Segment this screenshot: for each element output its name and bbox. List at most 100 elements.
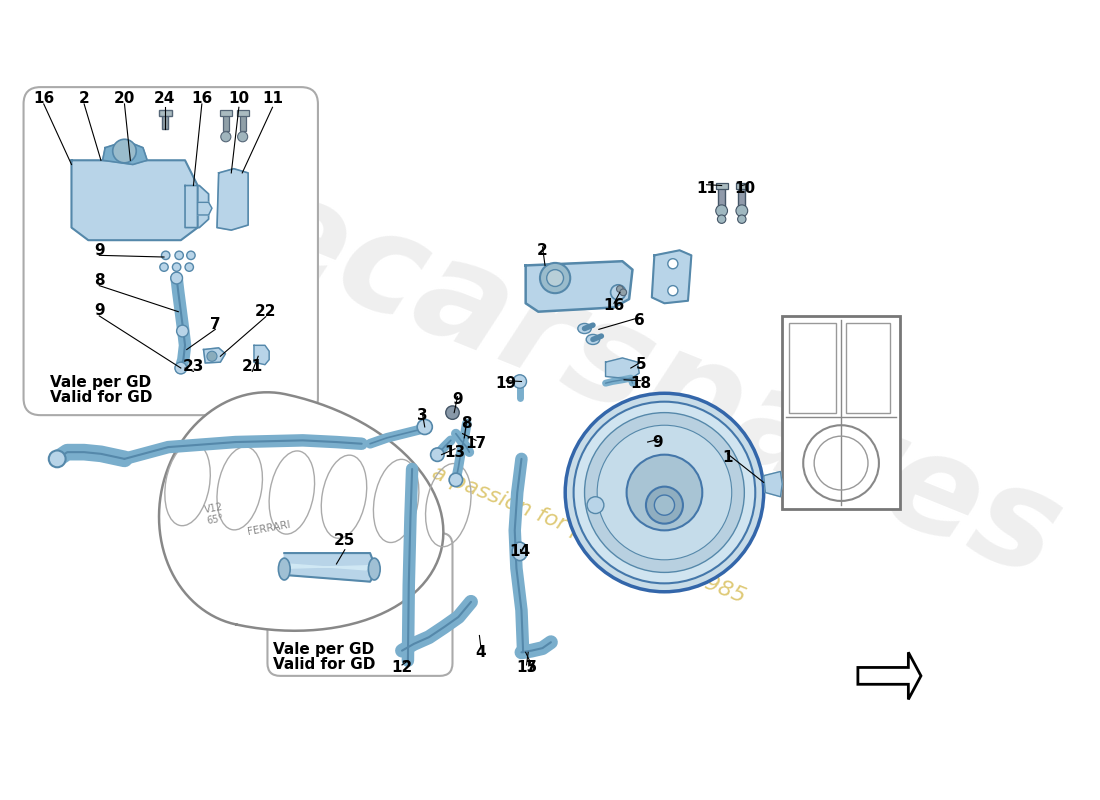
Text: 12: 12 bbox=[392, 660, 412, 675]
Bar bbox=[160, 110, 172, 116]
Circle shape bbox=[446, 406, 459, 419]
Bar bbox=[223, 112, 229, 131]
Polygon shape bbox=[254, 346, 270, 365]
Polygon shape bbox=[526, 262, 632, 312]
Text: 3: 3 bbox=[417, 408, 428, 422]
Text: 2: 2 bbox=[537, 242, 548, 258]
Ellipse shape bbox=[578, 323, 592, 334]
Bar bbox=[736, 183, 748, 189]
Bar bbox=[789, 322, 836, 414]
Circle shape bbox=[736, 205, 748, 217]
Circle shape bbox=[162, 251, 169, 259]
Polygon shape bbox=[606, 358, 639, 379]
Text: 15: 15 bbox=[516, 660, 537, 675]
Circle shape bbox=[175, 362, 187, 374]
Text: 9: 9 bbox=[652, 434, 663, 450]
Circle shape bbox=[173, 263, 180, 271]
Circle shape bbox=[584, 413, 745, 573]
Circle shape bbox=[616, 286, 624, 292]
Text: 17: 17 bbox=[465, 436, 486, 451]
Text: Vale per GD: Vale per GD bbox=[51, 374, 152, 390]
Polygon shape bbox=[72, 160, 198, 240]
Text: 11: 11 bbox=[262, 91, 283, 106]
Circle shape bbox=[717, 215, 726, 223]
Text: 8: 8 bbox=[94, 273, 104, 288]
Circle shape bbox=[430, 448, 444, 462]
Text: 21: 21 bbox=[242, 359, 263, 374]
Ellipse shape bbox=[368, 558, 381, 580]
Bar bbox=[782, 316, 900, 510]
Text: 9: 9 bbox=[94, 303, 104, 318]
Text: a passion for parts since 1985: a passion for parts since 1985 bbox=[429, 462, 748, 607]
Text: V12
65°: V12 65° bbox=[204, 502, 226, 526]
Circle shape bbox=[668, 286, 678, 296]
Circle shape bbox=[48, 450, 66, 467]
Polygon shape bbox=[185, 186, 209, 227]
Circle shape bbox=[513, 374, 527, 388]
Text: 24: 24 bbox=[154, 91, 176, 106]
Text: 8: 8 bbox=[462, 416, 472, 431]
Text: 10: 10 bbox=[735, 181, 756, 195]
Ellipse shape bbox=[586, 334, 600, 345]
FancyBboxPatch shape bbox=[267, 533, 452, 676]
Circle shape bbox=[112, 139, 136, 163]
Circle shape bbox=[573, 402, 756, 583]
Bar bbox=[240, 112, 245, 131]
Circle shape bbox=[160, 263, 168, 271]
Bar bbox=[846, 322, 890, 414]
Circle shape bbox=[540, 263, 570, 293]
Text: ecarspares: ecarspares bbox=[232, 159, 1080, 607]
Circle shape bbox=[610, 285, 626, 300]
Text: 10: 10 bbox=[229, 91, 250, 106]
Bar bbox=[738, 186, 745, 209]
Text: Vale per GD: Vale per GD bbox=[273, 642, 374, 658]
Text: 16: 16 bbox=[604, 298, 625, 314]
Polygon shape bbox=[204, 348, 226, 363]
Polygon shape bbox=[160, 392, 443, 630]
Text: 7: 7 bbox=[210, 317, 221, 332]
Text: 14: 14 bbox=[509, 544, 530, 559]
Circle shape bbox=[597, 426, 732, 560]
Bar bbox=[718, 186, 725, 209]
Circle shape bbox=[177, 325, 188, 337]
Text: FERRARI: FERRARI bbox=[246, 519, 292, 537]
Circle shape bbox=[449, 473, 463, 486]
Text: 1: 1 bbox=[723, 450, 733, 465]
Polygon shape bbox=[287, 564, 370, 570]
Polygon shape bbox=[858, 652, 921, 699]
Circle shape bbox=[620, 289, 627, 296]
Circle shape bbox=[627, 454, 702, 530]
Text: 20: 20 bbox=[113, 91, 135, 106]
Text: 22: 22 bbox=[255, 304, 276, 319]
Circle shape bbox=[587, 497, 604, 514]
Text: 19: 19 bbox=[496, 376, 517, 390]
FancyBboxPatch shape bbox=[23, 87, 318, 415]
Circle shape bbox=[738, 215, 746, 223]
Text: 7: 7 bbox=[526, 660, 537, 675]
Text: 18: 18 bbox=[630, 376, 651, 390]
Text: Valid for GD: Valid for GD bbox=[273, 658, 376, 672]
Bar bbox=[238, 110, 249, 116]
Ellipse shape bbox=[278, 558, 290, 580]
Text: 16: 16 bbox=[33, 91, 54, 106]
Circle shape bbox=[170, 272, 183, 284]
Text: 13: 13 bbox=[444, 445, 465, 460]
Circle shape bbox=[221, 132, 231, 142]
Text: 4: 4 bbox=[476, 645, 486, 660]
Circle shape bbox=[417, 419, 432, 434]
Circle shape bbox=[187, 251, 195, 259]
Polygon shape bbox=[217, 169, 249, 230]
Circle shape bbox=[641, 436, 653, 448]
Circle shape bbox=[716, 205, 727, 217]
Polygon shape bbox=[652, 250, 692, 303]
Ellipse shape bbox=[513, 542, 527, 561]
Bar bbox=[220, 110, 232, 116]
Circle shape bbox=[238, 132, 248, 142]
Text: 2: 2 bbox=[79, 91, 89, 106]
Text: 5: 5 bbox=[636, 357, 646, 372]
Polygon shape bbox=[198, 202, 212, 215]
Text: 9: 9 bbox=[94, 242, 104, 258]
Polygon shape bbox=[102, 141, 147, 165]
Text: Valid for GD: Valid for GD bbox=[51, 390, 153, 405]
Circle shape bbox=[185, 263, 194, 271]
